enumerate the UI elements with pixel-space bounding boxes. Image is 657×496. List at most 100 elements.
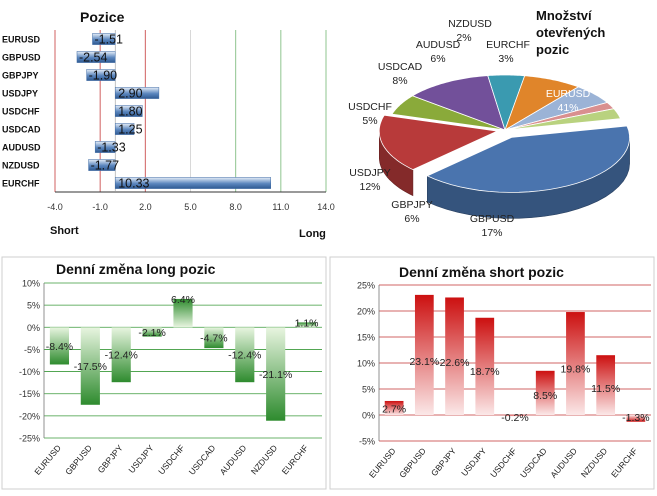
position-bar [88,159,116,171]
value-label: 1.80 [118,105,142,119]
x-tick-label: 5.0 [184,202,197,212]
category-label: GBPUSD [63,443,94,477]
pie-label: EURUSD [546,88,591,100]
value-label: -2.54 [79,51,108,65]
category-label: USDCAD [187,443,218,477]
pie-label: USDCHF [348,101,392,113]
pie-percent: 41% [557,102,578,114]
category-label: AUDUSD [2,143,41,153]
bar [204,327,224,349]
pie-percent: 12% [359,181,380,193]
pie-percent: 5% [362,115,377,127]
bar [626,415,646,422]
pie-percent: 6% [430,53,445,65]
value-label: -1.77 [91,159,120,173]
pie-label: GBPUSD [470,213,515,225]
pie-percent: 8% [392,75,407,87]
y-tick-label: 0% [27,323,40,333]
long-change-title: Denní změna long pozic [56,261,216,277]
y-tick-label: 10% [357,359,375,369]
bar [235,327,255,383]
position-bar [114,105,143,117]
category-label: USDCHF [156,443,186,477]
long-change-panel: Denní změna long pozic -25% -20% -15% -10% -… [0,255,328,491]
bar [173,298,193,328]
position-bar [76,51,116,63]
bar [80,327,100,405]
value-label: 23.1% [409,356,439,368]
pie-percent: 3% [498,53,513,65]
pie-title: Množství otevřených pozic [536,8,609,57]
bar [111,327,131,383]
positions-chart: Pozice -1.51 -2.54 -1.902.90 1.80 1.25 -1.33 -… [2,9,335,240]
open-positions-panel: Množství otevřených pozic EURUSD 41% GBPUS… [340,0,657,245]
pie-slice [378,114,499,171]
short-change-title: Denní změna short pozic [399,264,564,280]
pie-slice [504,75,580,131]
value-label: 2.7% [382,404,406,416]
value-label: -0.2% [501,412,528,424]
positions-panel: Pozice -1.51 -2.54 -1.90 2.90 1.80 1.25 -1.33 -… [0,0,340,245]
bar [596,355,616,415]
y-tick-label: -5% [359,437,375,447]
category-label: NZDUSD [249,443,279,477]
category-label: NZDUSD [579,446,609,480]
value-label: -2.1% [138,327,165,339]
category-label: USDJPY [459,446,488,478]
pie-slice [504,86,609,131]
category-label: AUDUSD [218,443,249,477]
value-label: -1.51 [94,33,123,47]
category-label: USDCHF [488,446,518,480]
positions-title: Pozice [80,9,125,25]
value-label: -21.1% [259,369,292,381]
position-bar [94,141,116,153]
pie-slice [487,74,526,132]
bar [414,294,434,415]
x-tick-label: 2.0 [139,202,152,212]
y-tick-label: -25% [19,434,40,444]
pie-label: USDJPY [349,167,390,179]
value-label: 10.33 [118,177,149,191]
x-tick-label: 8.0 [229,202,242,212]
pie-label: USDCAD [378,61,423,73]
pie-slice [504,108,621,131]
y-tick-label: -20% [19,411,40,421]
value-label: -17.5% [74,361,107,373]
value-label: 8.5% [533,390,557,402]
pie-percent: 2% [456,32,471,44]
value-label: 19.8% [561,364,591,376]
value-label: -12.4% [228,350,261,362]
bar [142,327,162,337]
pie-percent: 6% [404,213,419,225]
pie-label: AUDUSD [416,39,461,51]
open-positions-pie: Množství otevřených pozic EURUSD 41% GBPUS… [348,8,630,239]
bar [566,312,585,415]
pie-slice [504,102,615,131]
x-tick-label: 11.0 [272,202,289,212]
y-tick-label: 0% [362,411,375,421]
bar [49,327,70,365]
y-tick-label: 5% [362,385,375,395]
category-label: GBPJPY [96,443,125,475]
short-change-panel: Denní změna short pozic -5% 0% 5% 10% 15% 20%… [329,255,657,491]
category-label: EURCHF [609,446,639,480]
y-tick-label: -10% [19,367,40,377]
y-tick-label: -15% [19,389,40,399]
y-tick-label: 25% [357,281,375,291]
pie-label: NZDUSD [448,18,492,30]
value-label: 18.7% [470,366,500,378]
pie-percent: 17% [481,227,502,239]
category-label: USDCAD [518,446,549,480]
bar [505,415,525,417]
pie-label: EURCHF [486,39,530,51]
value-label: -1.33 [97,141,126,155]
position-bar [114,123,135,135]
value-label: 2.90 [118,87,142,101]
bar [475,317,495,415]
pie-slice [426,125,630,193]
category-label: GBPJPY [2,71,39,81]
category-label: EURUSD [2,35,41,45]
long-label: Long [299,228,326,240]
category-label: EURCHF [280,443,310,477]
category-label: EURUSD [367,446,398,480]
